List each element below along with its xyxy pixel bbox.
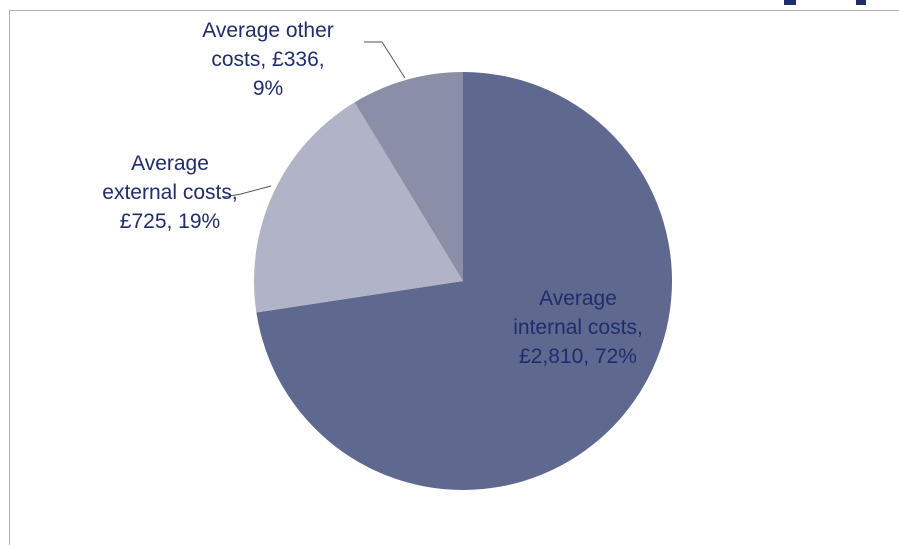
- leader-line-average-external-costs: [223, 185, 272, 198]
- pie-slice-average-other-costs: [354, 72, 463, 281]
- slice-label-average-external-costs: Average external costs, £725, 19%: [102, 152, 237, 233]
- slice-label-average-internal-costs: Average internal costs, £2,810, 72%: [513, 287, 643, 368]
- slice-label-line: £2,810, 72%: [519, 345, 637, 368]
- pie-slice-average-external-costs: [254, 102, 463, 313]
- slice-label-line: Average: [131, 152, 209, 175]
- slice-label-line: external costs,: [102, 181, 237, 204]
- slice-label-line: Average other: [202, 19, 334, 42]
- slice-label-line: £725, 19%: [120, 210, 220, 233]
- title-fragment: [784, 0, 866, 5]
- slice-label-average-other-costs: Average other costs, £336, 9%: [202, 19, 334, 100]
- slice-label-line: internal costs,: [513, 316, 643, 339]
- slice-label-line: Average: [539, 287, 617, 310]
- slice-label-line: costs, £336,: [211, 48, 324, 71]
- leader-line-average-other-costs: [364, 41, 406, 79]
- pie-slice-average-internal-costs: [256, 72, 673, 490]
- slice-label-line: 9%: [253, 77, 283, 100]
